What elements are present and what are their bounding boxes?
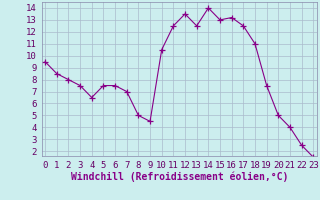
X-axis label: Windchill (Refroidissement éolien,°C): Windchill (Refroidissement éolien,°C) <box>70 171 288 182</box>
